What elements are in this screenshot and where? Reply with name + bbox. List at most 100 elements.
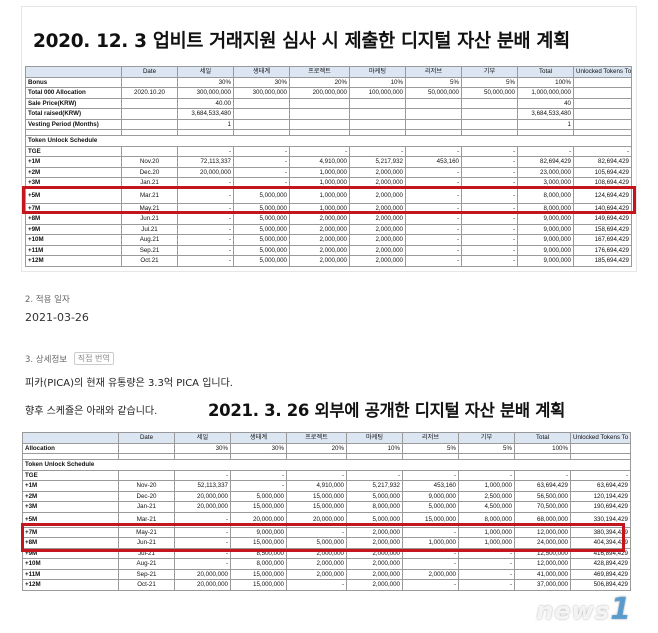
row-label: +10M: [25, 234, 122, 246]
table-cell: 2,000,000: [346, 537, 403, 549]
section-label-details-text: 3. 상세정보: [25, 355, 68, 365]
table-cell: 8,500,000: [230, 547, 287, 559]
row-label: Bonus: [25, 76, 122, 88]
table-cell: 30%: [177, 76, 234, 88]
column-header: [22, 432, 119, 444]
table-cell: 8,000,000: [517, 202, 574, 214]
table-cell: 41,000,000: [514, 568, 571, 580]
table-cell: 1,000,000: [289, 202, 350, 214]
table-cell: 3,000,000: [517, 177, 574, 189]
row-label: Sale Price(KRW): [25, 97, 122, 109]
table-cell: [289, 97, 350, 109]
table-cell: 2,000,000: [349, 255, 406, 267]
circulation-text: 피카(PICA)의 현재 유통량은 3.3억 PICA 입니다.: [25, 378, 233, 389]
table-cell: -: [461, 156, 518, 168]
table-cell: -: [177, 223, 234, 235]
table-cell: 100%: [514, 442, 571, 454]
table-cell: -: [177, 234, 234, 246]
table-cell: 72,113,337: [177, 156, 234, 168]
table-cell: -: [177, 255, 234, 267]
table-cell: 15,000,000: [402, 511, 459, 528]
table-cell: -: [402, 547, 459, 559]
table-cell: Dec.20: [121, 166, 178, 178]
schedule-row: +12M Oct.21-5,000,000 2,000,000 2,000,000- -…: [25, 255, 632, 267]
table-cell: 5%: [458, 442, 515, 454]
table-cell: 82,694,429: [517, 156, 574, 168]
table-cell: 5,000,000: [346, 511, 403, 528]
table-cell: 3,684,533,480: [177, 108, 234, 120]
table-cell: [573, 76, 632, 88]
row-label: +7M: [25, 202, 122, 214]
table-cell: Mar.21: [121, 187, 178, 204]
table-cell: 5,000,000: [346, 490, 403, 502]
table-cell: [233, 97, 290, 109]
table-cell: 200,000,000: [289, 87, 350, 99]
spacer-row: [25, 129, 632, 136]
table-cell: 2,000,000: [349, 166, 406, 178]
table-cell: -: [349, 145, 406, 157]
table-cell: [349, 108, 406, 120]
table-cell: May.21: [121, 202, 178, 214]
table-cell: 20%: [289, 76, 350, 88]
schedule-row: +12M Oct-21 20,000,000 15,000,000-2,000,000…: [22, 579, 631, 591]
row-label: +12M: [22, 579, 119, 591]
table-cell: -: [405, 177, 462, 189]
table-cell: 2,000,000: [289, 255, 350, 267]
table-cell: Oct-21: [118, 579, 175, 591]
table-cell: 149,694,429: [573, 213, 632, 225]
table-cell: -: [289, 145, 350, 157]
table-cell: -: [177, 187, 234, 204]
column-header: [25, 66, 122, 78]
table-cell: 105,694,429: [573, 166, 632, 178]
table-header-row: Date 세일 생태계 프로젝트 마케팅 리저브 기부 Total Unlocked Token…: [22, 432, 631, 444]
table-cell: Nov.20: [121, 156, 178, 168]
table-cell: -: [405, 223, 462, 235]
table-cell: 2,000,000: [349, 177, 406, 189]
table-cell: 15,000,000: [286, 501, 347, 513]
row-label: +1M: [25, 156, 122, 168]
table-cell: 5,000,000: [230, 490, 287, 502]
allocation-table-2021: Date 세일 생태계 프로젝트 마케팅 리저브 기부 Total Unlocked Token…: [22, 432, 631, 591]
schedule-row: +11M Sep.21-5,000,000 2,000,000 2,000,000- -…: [25, 244, 632, 256]
table-cell: Jul-21: [118, 547, 175, 559]
translate-button[interactable]: 직접 번역: [73, 352, 114, 365]
schedule-row: TGE - - - - - - - -: [22, 469, 631, 481]
table-cell: 5,217,932: [346, 480, 403, 492]
schedule-row: +11M Sep-21 20,000,000 15,000,000 2,000,000 2…: [22, 568, 631, 580]
column-header: 리저브: [405, 66, 462, 78]
table-cell: 2,000,000: [289, 223, 350, 235]
column-header: Total: [517, 66, 574, 78]
row-label: +3M: [25, 177, 122, 189]
table-cell: 1,000,000: [289, 177, 350, 189]
news1-watermark: news1: [536, 592, 632, 627]
table-cell: 4,500,000: [458, 501, 515, 513]
column-header: Date: [118, 432, 175, 444]
table-cell: 20%: [286, 442, 347, 454]
schedule-row: +10M Aug.21-5,000,000 2,000,000 2,000,000- -…: [25, 234, 632, 246]
table-cell: 5,000,000: [233, 244, 290, 256]
table-cell: 30%: [230, 442, 287, 454]
table-cell: Jan-21: [118, 501, 175, 513]
column-header: Total: [514, 432, 571, 444]
table-cell: 124,694,429: [573, 187, 632, 204]
table-cell: -: [233, 156, 290, 168]
table-cell: 380,394,429: [570, 526, 631, 538]
column-header: 마케팅: [349, 66, 406, 78]
table-cell: Sep-21: [118, 568, 175, 580]
table-cell: -: [346, 469, 403, 481]
table-cell: 404,394,429: [570, 537, 631, 549]
table-cell: 8,000,000: [517, 187, 574, 204]
column-header: 생태계: [233, 66, 290, 78]
table-cell: 2,000,000: [346, 558, 403, 570]
table-cell: 2,000,000: [349, 187, 406, 204]
table-cell: -: [177, 244, 234, 256]
row-label: TGE: [25, 145, 122, 157]
table-cell: -: [461, 234, 518, 246]
table-cell: -: [233, 177, 290, 189]
table-cell: 40.00: [177, 97, 234, 109]
table-cell: Sep.21: [121, 244, 178, 256]
table-cell: 167,694,429: [573, 234, 632, 246]
table-cell: 37,000,000: [514, 579, 571, 591]
schedule-row: +8M Jun.21-5,000,000 2,000,000 2,000,000- -9…: [25, 213, 632, 225]
table-cell: 9,000,000: [402, 490, 459, 502]
